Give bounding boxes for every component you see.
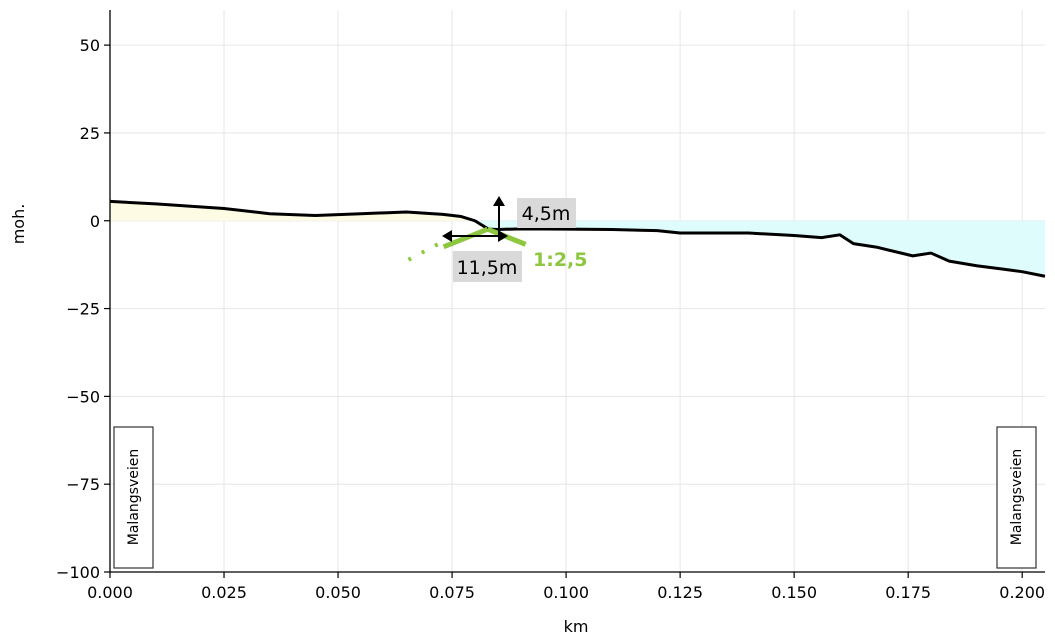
svg-text:Malangsveien: Malangsveien bbox=[1009, 449, 1025, 545]
terrain-line bbox=[109, 199, 1046, 278]
fill-above-zero bbox=[110, 201, 475, 221]
y-tick-label: −75 bbox=[66, 475, 100, 494]
svg-text:Malangsveien: Malangsveien bbox=[126, 449, 142, 545]
slope-line-solid bbox=[442, 226, 489, 250]
grid-lines bbox=[109, 10, 1045, 573]
y-axis-title: moh. bbox=[9, 204, 28, 245]
x-tick-label: 0.150 bbox=[771, 583, 817, 602]
x-tick-label: 0.075 bbox=[429, 583, 475, 602]
x-tick-label: 0.175 bbox=[885, 583, 931, 602]
x-tick-label: 0.200 bbox=[999, 583, 1045, 602]
slope-line-dotted bbox=[398, 242, 439, 267]
x-axis-ticks: 0.000 0.025 0.050 0.075 0.100 0.125 0.150 0.175… bbox=[87, 572, 1045, 602]
x-tick-label: 0.025 bbox=[201, 583, 247, 602]
end-label-left: Malangsveien bbox=[113, 426, 154, 569]
y-tick-label: −50 bbox=[66, 387, 100, 406]
horizontal-measure-label: 11,5m bbox=[457, 257, 518, 279]
terrain-series bbox=[109, 199, 1046, 278]
axes bbox=[109, 10, 1045, 573]
slope-ratio-label: 1:2,5 bbox=[533, 249, 587, 271]
vertical-measure-annotation: 4,5m bbox=[493, 196, 576, 232]
y-tick-label: 50 bbox=[80, 36, 100, 55]
horizontal-measure-annotation: 11,5m bbox=[442, 230, 522, 282]
x-axis-title: km bbox=[564, 617, 589, 636]
vertical-measure-label: 4,5m bbox=[522, 203, 571, 225]
x-tick-label: 0.000 bbox=[87, 583, 133, 602]
x-tick-label: 0.050 bbox=[315, 583, 361, 602]
y-tick-label: −25 bbox=[66, 300, 100, 319]
x-tick-label: 0.125 bbox=[657, 583, 703, 602]
y-axis-ticks: 50 25 0 −25 −50 −75 −100 bbox=[56, 36, 110, 582]
terrain-fills bbox=[110, 201, 1045, 277]
fill-below-zero bbox=[474, 220, 1045, 277]
y-tick-label: 0 bbox=[90, 212, 100, 231]
y-tick-label: −100 bbox=[56, 563, 100, 582]
end-label-right: Malangsveien bbox=[996, 426, 1037, 569]
x-tick-label: 0.100 bbox=[543, 583, 589, 602]
y-tick-label: 25 bbox=[80, 124, 100, 143]
